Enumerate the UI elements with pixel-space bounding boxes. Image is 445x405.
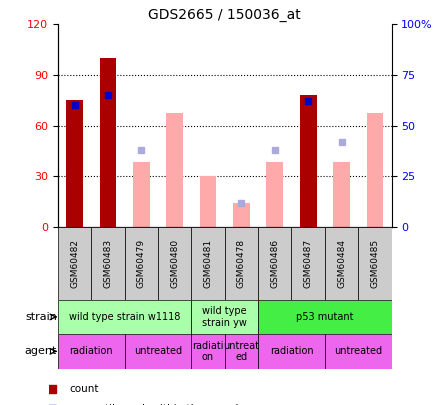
Bar <box>191 300 258 334</box>
Bar <box>233 202 250 227</box>
Text: wild type
strain yw: wild type strain yw <box>202 306 247 328</box>
Bar <box>225 334 258 369</box>
Bar <box>225 227 258 300</box>
Bar <box>166 113 183 227</box>
Bar <box>258 300 392 334</box>
Text: GSM60484: GSM60484 <box>337 239 346 288</box>
Bar <box>325 227 358 300</box>
Bar <box>258 227 291 300</box>
Text: strain: strain <box>25 312 57 322</box>
Bar <box>258 334 325 369</box>
Text: radiation: radiation <box>69 346 113 356</box>
Text: percentile rank within the sample: percentile rank within the sample <box>69 404 245 405</box>
Bar <box>158 227 191 300</box>
Text: count: count <box>69 384 98 394</box>
Text: radiation: radiation <box>270 346 313 356</box>
Bar <box>58 334 125 369</box>
Bar <box>200 176 216 227</box>
Text: wild type strain w1118: wild type strain w1118 <box>69 312 180 322</box>
Bar <box>358 227 392 300</box>
Bar <box>291 227 325 300</box>
Text: GSM60486: GSM60486 <box>270 239 279 288</box>
Bar <box>125 334 191 369</box>
Bar <box>58 227 91 300</box>
Bar <box>58 300 191 334</box>
Text: untreated: untreated <box>334 346 382 356</box>
Bar <box>66 100 83 227</box>
Title: GDS2665 / 150036_at: GDS2665 / 150036_at <box>148 8 301 22</box>
Bar <box>300 95 316 227</box>
Bar <box>100 58 116 227</box>
Bar <box>191 334 225 369</box>
Text: untreated: untreated <box>134 346 182 356</box>
Bar <box>133 162 150 227</box>
Text: GSM60479: GSM60479 <box>137 239 146 288</box>
Text: GSM60487: GSM60487 <box>303 239 313 288</box>
Bar <box>267 162 283 227</box>
Text: GSM60478: GSM60478 <box>237 239 246 288</box>
Text: GSM60485: GSM60485 <box>370 239 380 288</box>
Bar <box>333 162 350 227</box>
Bar <box>91 227 125 300</box>
Bar <box>191 227 225 300</box>
Text: radiati
on: radiati on <box>192 341 224 362</box>
Text: p53 mutant: p53 mutant <box>296 312 354 322</box>
Bar <box>325 334 392 369</box>
Text: GSM60482: GSM60482 <box>70 239 79 288</box>
Bar <box>367 113 383 227</box>
Text: agent: agent <box>25 346 57 356</box>
Text: GSM60480: GSM60480 <box>170 239 179 288</box>
Text: GSM60481: GSM60481 <box>203 239 213 288</box>
Text: GSM60483: GSM60483 <box>103 239 113 288</box>
Text: untreat
ed: untreat ed <box>223 341 259 362</box>
Bar <box>125 227 158 300</box>
